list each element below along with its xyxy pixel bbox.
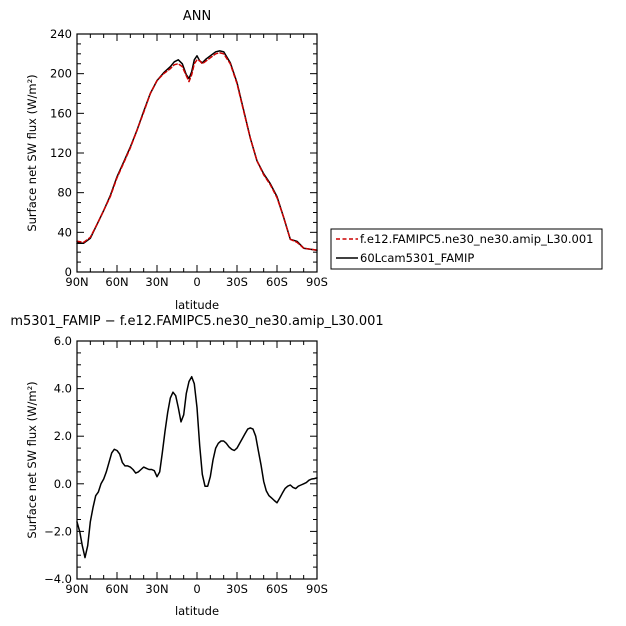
bottom-tick-layer: −4.0 −2.0 0.0 2.0 4.0 6.0 90N 60N 30N 0 30S 60S 90S	[44, 334, 328, 596]
bottom-xtick-label-4: 30S	[226, 582, 248, 596]
bottom-xtick-label-1: 60N	[105, 582, 128, 596]
top-ytick-label-6: 240	[50, 27, 72, 41]
top-ytick-label-0: 0	[65, 265, 72, 279]
legend: f.e12.FAMIPC5.ne30_ne30.amip_L30.001 60L…	[330, 228, 603, 270]
top-ytick-label-3: 120	[50, 146, 72, 160]
top-ytick-label-1: 40	[57, 225, 72, 239]
top-series-layer	[76, 50, 318, 251]
top-xtick-label-1: 60N	[105, 275, 128, 289]
bottom-xtick-label-5: 60S	[266, 582, 288, 596]
panel-top: ANN Surface net SW flux (W/m²) latitude …	[25, 9, 328, 312]
top-xlabel: latitude	[175, 298, 219, 312]
top-title: ANN	[183, 9, 211, 24]
top-xtick-label-4: 30S	[226, 275, 248, 289]
bottom-xtick-label-6: 90S	[306, 582, 328, 596]
top-series-line-1	[76, 50, 318, 251]
bottom-ytick-label-1: −2.0	[44, 524, 72, 538]
panel-bottom: m5301_FAMIP − f.e12.FAMIPC5.ne30_ne30.am…	[10, 314, 383, 618]
legend-label-black: 60Lcam5301_FAMIP	[360, 251, 474, 265]
top-xtick-label-6: 90S	[306, 275, 328, 289]
top-xtick-label-2: 30N	[145, 275, 168, 289]
bottom-xtick-label-3: 0	[193, 582, 200, 596]
bottom-xtick-label-2: 30N	[145, 582, 168, 596]
top-ytick-label-5: 200	[50, 67, 72, 81]
top-tick-layer: 0 40 80 120 160 200 240 90N 60N 30N 0 30S 60S 90S	[50, 27, 328, 289]
legend-box	[330, 228, 603, 270]
top-xtick-label-0: 90N	[65, 275, 88, 289]
bottom-ytick-label-2: 0.0	[54, 477, 72, 491]
bottom-ylabel: Surface net SW flux (W/m²)	[25, 381, 39, 538]
bottom-series-layer	[76, 375, 318, 559]
bottom-xlabel: latitude	[175, 604, 219, 618]
bottom-title: m5301_FAMIP − f.e12.FAMIPC5.ne30_ne30.am…	[10, 314, 383, 329]
legend-label-red: f.e12.FAMIPC5.ne30_ne30.amip_L30.001	[360, 232, 593, 246]
bottom-ytick-label-0: −4.0	[44, 572, 72, 586]
top-ylabel: Surface net SW flux (W/m²)	[25, 74, 39, 231]
top-series-line-0	[76, 52, 318, 251]
bottom-xtick-label-0: 90N	[65, 582, 88, 596]
top-xtick-label-5: 60S	[266, 275, 288, 289]
top-xtick-label-3: 0	[193, 275, 200, 289]
bottom-ytick-label-3: 2.0	[54, 429, 72, 443]
top-plot-frame	[76, 33, 318, 273]
bottom-ytick-label-4: 4.0	[54, 382, 72, 396]
bottom-plot-frame	[76, 340, 318, 580]
bottom-ytick-label-5: 6.0	[54, 334, 72, 348]
top-ytick-label-4: 160	[50, 106, 72, 120]
bottom-series-line-0	[76, 375, 318, 559]
top-ytick-label-2: 80	[57, 186, 72, 200]
